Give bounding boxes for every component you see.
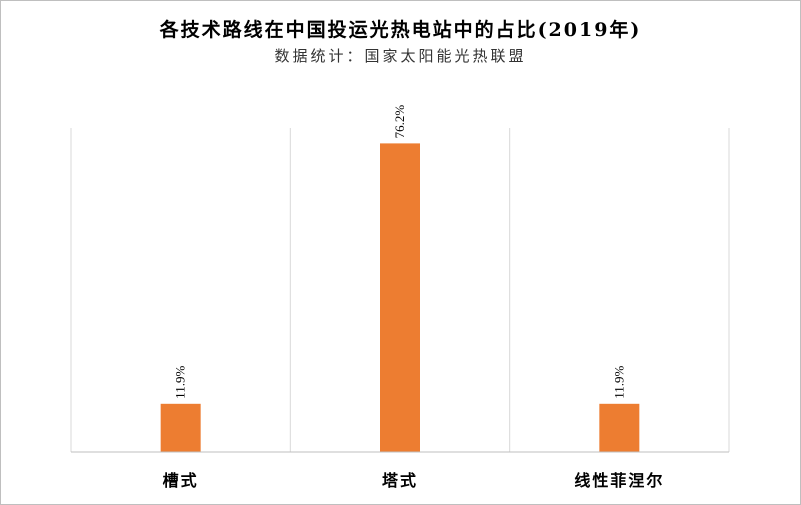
data-label-3: 11.9% <box>611 366 626 399</box>
data-label-2: 76.2% <box>392 105 407 139</box>
bar-2 <box>380 143 420 452</box>
chart-subtitle: 数据统计：国家太阳能光热联盟 <box>274 47 527 65</box>
bar-3 <box>599 403 640 452</box>
category-label-1: 槽式 <box>163 471 199 490</box>
bar-1 <box>160 403 201 452</box>
category-label-3: 线性菲涅尔 <box>574 471 664 490</box>
chart-title: 各技术路线在中国投运光热电站中的占比(2019年) <box>159 19 642 41</box>
data-label-1: 11.9% <box>173 366 188 399</box>
category-label-2: 塔式 <box>382 471 418 490</box>
